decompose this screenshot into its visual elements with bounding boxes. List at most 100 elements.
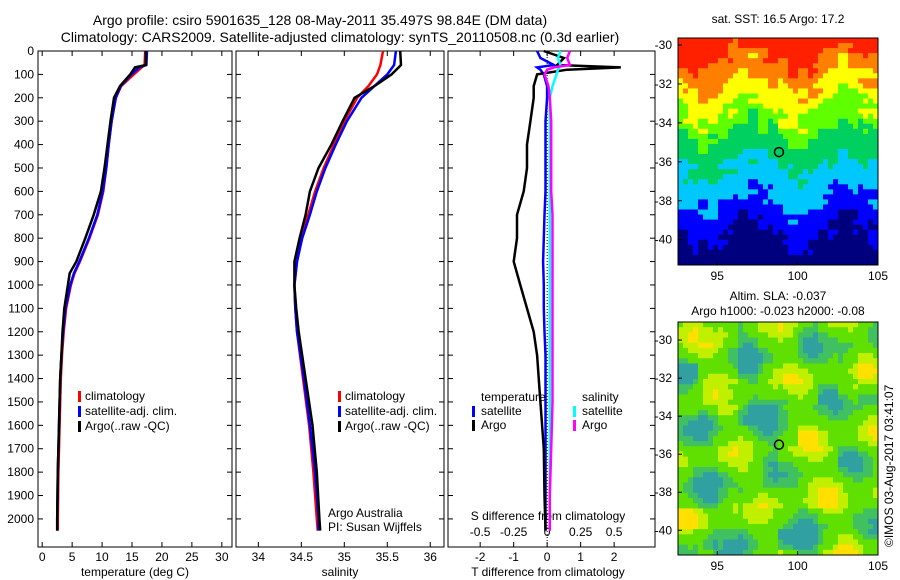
title-line1: Argo profile: csiro 5901635_128 08-May-2… bbox=[93, 12, 547, 28]
x-tick-label: 10 bbox=[95, 550, 109, 564]
y-tick-label: 600 bbox=[14, 184, 34, 198]
legend-label: Argo(..raw -QC) bbox=[85, 419, 170, 433]
x-tick-label: 35.5 bbox=[376, 550, 400, 564]
y-tick-label: 400 bbox=[14, 138, 34, 152]
panel-2-xlabel: salinity bbox=[322, 565, 359, 579]
annotation-2: PI: Susan Wijffels bbox=[328, 520, 422, 534]
annotation-1: Argo Australia bbox=[328, 506, 403, 520]
x-tick-label: 34.5 bbox=[290, 550, 314, 564]
y-tick-label: 0 bbox=[27, 44, 34, 58]
map-x-tick-label: 100 bbox=[788, 559, 808, 573]
x2-tick-label: -0.25 bbox=[500, 525, 528, 539]
legend-swatch bbox=[472, 406, 475, 417]
legend-swatch bbox=[338, 421, 341, 432]
y-tick-label: 100 bbox=[14, 67, 34, 81]
legend-swatch bbox=[78, 421, 81, 432]
map-x-tick-label: 100 bbox=[788, 269, 808, 283]
y-tick-label: 1500 bbox=[7, 395, 34, 409]
map-y-tick-label: -30 bbox=[655, 333, 673, 347]
series-climatology bbox=[56, 50, 147, 531]
series-temperature-argo bbox=[512, 49, 621, 531]
map-y-tick-label: -36 bbox=[655, 447, 673, 461]
series-climatology bbox=[293, 50, 385, 531]
panel3-x2label: S difference from climatology bbox=[471, 509, 626, 523]
y-tick-label: 1200 bbox=[7, 325, 34, 339]
sla-map-title: Altim. SLA: -0.037 bbox=[730, 289, 827, 303]
y-tick-label: 500 bbox=[14, 161, 34, 175]
map-frame bbox=[677, 321, 879, 556]
x-tick-label: 1 bbox=[577, 550, 584, 564]
y-tick-label: 1000 bbox=[7, 278, 34, 292]
series-argo-raw-qc- bbox=[293, 50, 403, 531]
x-tick-label: 15 bbox=[125, 550, 139, 564]
legend-swatch bbox=[338, 391, 341, 402]
map-y-tick-label: -36 bbox=[655, 155, 673, 169]
panel-1-xlabel: temperature (deg C) bbox=[81, 565, 189, 579]
map-y-tick-label: -32 bbox=[655, 371, 673, 385]
map-x-tick-label: 105 bbox=[868, 559, 888, 573]
x2-tick-label: -0.5 bbox=[470, 525, 491, 539]
series-satellite-adj-clim- bbox=[293, 50, 398, 531]
panel-3-frame bbox=[447, 50, 656, 548]
y-tick-label: 700 bbox=[14, 208, 34, 222]
map-y-tick-label: -40 bbox=[655, 233, 673, 247]
profile-location-marker bbox=[773, 146, 785, 158]
legend-label: climatology bbox=[345, 389, 405, 403]
y-tick-label: 1900 bbox=[7, 489, 34, 503]
legend-label: satellite-adj. clim. bbox=[345, 404, 437, 418]
map-y-tick-label: -38 bbox=[655, 485, 673, 499]
y-tick-label: 1100 bbox=[8, 301, 34, 315]
legend-swatch bbox=[338, 406, 341, 417]
map-y-tick-label: -32 bbox=[655, 77, 673, 91]
x-tick-label: 0 bbox=[544, 550, 551, 564]
x-tick-label: 0 bbox=[39, 550, 46, 564]
sla-map bbox=[678, 322, 879, 556]
x2-tick-label: 0.5 bbox=[606, 525, 623, 539]
x-tick-label: -2 bbox=[475, 550, 486, 564]
sla-map-subtitle: Argo h1000: -0.023 h2000: -0.08 bbox=[691, 304, 865, 318]
legend-swatch bbox=[472, 420, 475, 431]
y-tick-label: 1700 bbox=[7, 442, 34, 456]
sst-map bbox=[678, 38, 879, 266]
legend-swatch bbox=[78, 391, 81, 402]
map-x-tick-label: 95 bbox=[711, 559, 725, 573]
panel3-xlabel: T difference from climatology bbox=[471, 565, 625, 579]
x-tick-label: 36 bbox=[424, 550, 438, 564]
title-line2: Climatology: CARS2009. Satellite-adjuste… bbox=[61, 29, 619, 45]
x-tick-label: 2 bbox=[611, 550, 618, 564]
legend-label: satellite bbox=[582, 404, 623, 418]
y-tick-label: 900 bbox=[14, 255, 34, 269]
legend-label: satellite bbox=[481, 404, 522, 418]
legend-header-salinity: salinity bbox=[582, 390, 619, 404]
map-y-tick-label: -34 bbox=[655, 116, 673, 130]
map-y-tick-label: -34 bbox=[655, 409, 673, 423]
y-tick-label: 1400 bbox=[7, 372, 34, 386]
y-tick-label: 300 bbox=[14, 114, 34, 128]
y-tick-label: 800 bbox=[14, 231, 34, 245]
legend-swatch bbox=[78, 406, 81, 417]
x-tick-label: 30 bbox=[215, 550, 229, 564]
x-tick-label: -1 bbox=[508, 550, 519, 564]
series-salinity-satellite bbox=[548, 50, 562, 531]
x-tick-label: 5 bbox=[69, 550, 76, 564]
legend-label: satellite-adj. clim. bbox=[85, 404, 177, 418]
panel-1-frame bbox=[37, 50, 233, 548]
y-tick-label: 1300 bbox=[7, 348, 34, 362]
y-tick-label: 2000 bbox=[7, 512, 34, 526]
map-frame bbox=[677, 37, 879, 266]
series-salinity-argo bbox=[543, 50, 572, 531]
series-argo-raw-qc- bbox=[55, 51, 148, 531]
series-temperature-satellite bbox=[533, 50, 558, 531]
profile-location-marker bbox=[773, 439, 785, 450]
x-tick-label: 34 bbox=[252, 550, 266, 564]
y-tick-label: 1600 bbox=[7, 418, 34, 432]
credit-text: ©IMOS 03-Aug-2017 03:41:07 bbox=[882, 384, 896, 547]
x-tick-label: 25 bbox=[185, 550, 199, 564]
legend-swatch bbox=[573, 420, 576, 431]
legend-label: Argo bbox=[582, 418, 608, 432]
map-x-tick-label: 105 bbox=[868, 269, 888, 283]
sst-map-title: sat. SST: 16.5 Argo: 17.2 bbox=[712, 12, 845, 26]
map-y-tick-label: -30 bbox=[655, 38, 673, 52]
